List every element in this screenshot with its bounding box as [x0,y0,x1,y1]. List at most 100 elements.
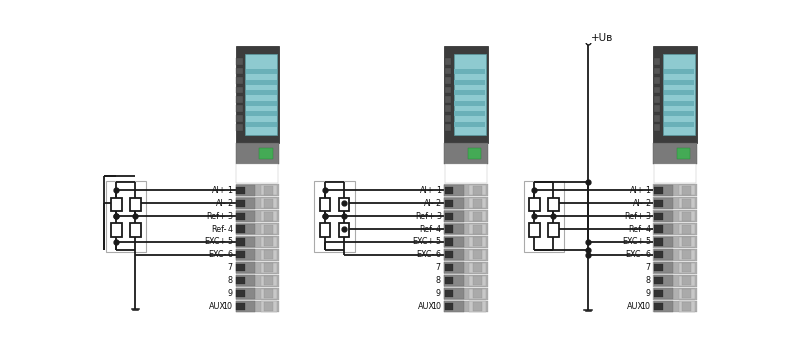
Bar [261,263,278,273]
Text: Ref+: Ref+ [415,212,435,221]
Text: 7: 7 [436,263,441,272]
Bar [473,198,482,208]
Bar [654,275,673,286]
Bar [454,90,485,95]
Bar [236,237,255,247]
Bar [236,184,279,196]
Text: 6: 6 [436,250,441,260]
Bar [236,143,279,164]
Bar [473,237,482,246]
Bar [454,69,485,74]
Bar [236,210,279,222]
Bar [236,275,279,287]
Text: 2: 2 [227,198,233,208]
Bar [682,263,691,272]
Bar [445,301,463,312]
Bar [236,211,255,221]
Bar [654,238,662,246]
Bar [454,111,485,116]
Text: Ref+: Ref+ [625,212,644,221]
Bar [654,164,696,183]
Bar [654,105,660,112]
Bar [445,264,454,271]
Bar [654,68,660,75]
Bar [259,147,273,160]
Bar [654,86,660,93]
Bar [678,185,695,195]
Text: Ref-: Ref- [629,225,644,233]
Bar [261,211,278,221]
Bar [444,210,487,222]
Bar [246,101,277,106]
Text: EXC-: EXC- [417,250,435,260]
Bar [246,90,277,95]
Text: EXC+: EXC+ [413,237,435,246]
Bar [678,211,695,221]
Bar [236,198,255,208]
Text: Ref-: Ref- [419,225,435,233]
Bar [246,122,277,127]
Bar [320,197,330,211]
Bar [237,251,245,258]
Text: 2: 2 [645,198,650,208]
Bar [111,197,122,211]
Bar [445,212,454,220]
Bar [654,301,697,312]
Bar [654,288,673,299]
Text: 1: 1 [646,186,650,195]
Bar [664,69,694,74]
Bar [236,250,255,260]
Bar [473,263,482,272]
Bar [445,237,463,247]
Bar [265,289,274,298]
Bar [236,262,255,273]
Bar [523,181,564,252]
Bar [654,249,697,261]
Text: 3: 3 [436,212,441,221]
Bar [314,181,354,252]
Bar [445,200,454,207]
Bar [246,111,277,116]
Bar [261,237,278,247]
Bar [529,197,539,211]
Bar [265,186,274,195]
Bar [654,185,673,196]
Bar [237,303,245,310]
Text: 8: 8 [227,276,233,285]
Bar [678,288,695,299]
Bar [261,198,278,208]
Bar [444,184,487,196]
Bar [130,197,141,211]
Bar [654,198,673,208]
Bar [654,237,673,247]
Text: AI-: AI- [634,198,644,208]
Bar [529,223,539,237]
Bar [445,238,454,246]
Bar [338,223,350,237]
Bar [445,211,463,221]
Bar [237,105,242,112]
Bar [470,198,486,208]
Bar [445,115,451,122]
Bar [236,288,279,300]
Text: +Uʙ: +Uʙ [591,33,614,43]
Bar [654,211,673,221]
Bar [444,236,487,248]
Bar [236,301,255,312]
Bar [470,211,486,221]
Bar [678,250,695,260]
Bar [246,80,277,85]
Bar [654,290,662,297]
Bar [445,164,486,183]
Text: 1: 1 [436,186,441,195]
Bar [454,54,486,135]
Bar [445,288,463,299]
Bar [678,237,695,247]
Bar [237,264,245,271]
Bar [473,225,482,233]
Bar [654,223,697,235]
Bar [444,223,487,235]
Bar [265,225,274,233]
Text: AI+: AI+ [212,186,226,195]
Text: 4: 4 [436,225,441,233]
